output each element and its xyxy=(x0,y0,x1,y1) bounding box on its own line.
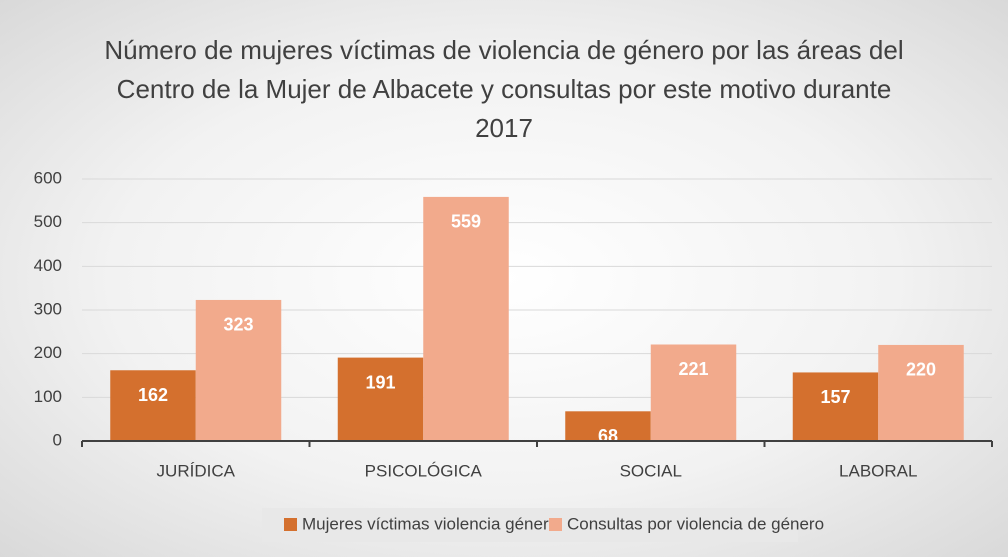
bar xyxy=(792,372,879,441)
legend-swatch xyxy=(284,518,297,531)
value-label: 323 xyxy=(223,315,253,335)
y-tick-label: 600 xyxy=(34,168,62,187)
x-tick-label: SOCIAL xyxy=(620,461,682,480)
legend-swatch xyxy=(549,518,562,531)
bar xyxy=(337,357,424,441)
legend-box xyxy=(262,508,798,542)
bar xyxy=(650,344,737,441)
y-tick-label: 200 xyxy=(34,343,62,362)
legend-label: Mujeres víctimas violencia género xyxy=(302,514,558,533)
y-tick-label: 400 xyxy=(34,256,62,275)
bar xyxy=(878,344,964,441)
y-tick-label: 300 xyxy=(34,299,62,318)
value-label: 221 xyxy=(678,359,708,379)
x-tick-label: JURÍDICA xyxy=(157,461,236,480)
value-label: 157 xyxy=(820,387,850,407)
bar xyxy=(110,370,196,441)
y-tick-label: 500 xyxy=(34,212,62,231)
bar xyxy=(423,196,509,441)
value-label: 191 xyxy=(365,372,395,392)
bar xyxy=(195,299,282,441)
y-tick-label: 0 xyxy=(53,430,62,449)
value-label: 559 xyxy=(451,212,481,232)
value-label: 68 xyxy=(598,426,618,446)
chart-title: Número de mujeres víctimas de violencia … xyxy=(104,35,904,143)
bar xyxy=(565,411,651,441)
value-label: 162 xyxy=(138,385,168,405)
legend-label: Consultas por violencia de género xyxy=(567,514,824,533)
x-tick-label: LABORAL xyxy=(839,461,917,480)
x-tick-label: PSICOLÓGICA xyxy=(365,461,483,480)
y-tick-label: 100 xyxy=(34,387,62,406)
value-label: 220 xyxy=(906,360,936,380)
